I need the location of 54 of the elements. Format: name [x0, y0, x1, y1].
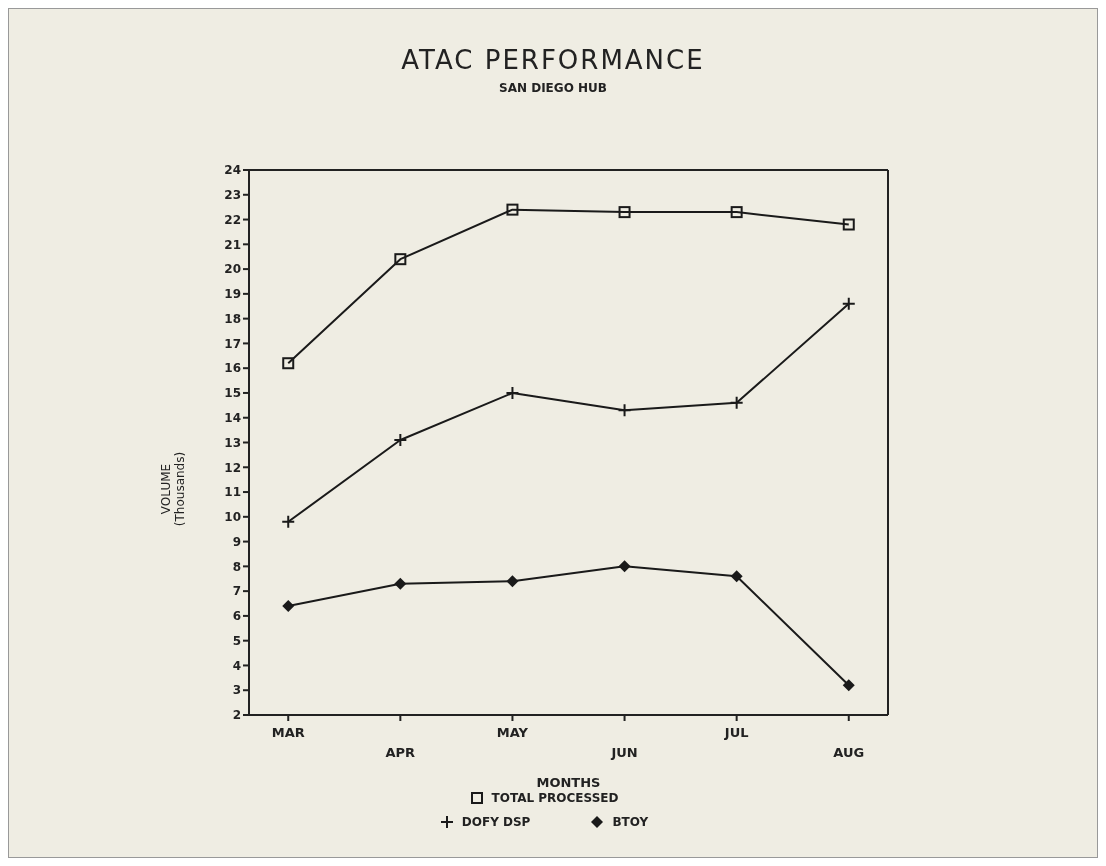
- point: [841, 296, 856, 311]
- x-tick-label: MAY: [496, 725, 529, 740]
- point: [282, 357, 295, 370]
- point: [729, 395, 744, 410]
- x-tick-label: JUN: [610, 745, 638, 760]
- point: [842, 218, 855, 231]
- y-tick-label: 11: [224, 485, 241, 500]
- y-tick-label: 13: [224, 435, 241, 450]
- y-tick-label: 15: [224, 386, 241, 401]
- y-tick-label: 8: [232, 559, 241, 574]
- x-tick-label: JUL: [723, 725, 749, 740]
- point: [393, 433, 408, 448]
- point: [282, 600, 295, 612]
- y-tick-label: 2: [232, 708, 241, 723]
- legend-label: TOTAL PROCESSED: [491, 791, 619, 805]
- point: [730, 570, 743, 583]
- y-tick-label: 3: [232, 683, 241, 698]
- y-tick-label: 20: [224, 262, 241, 277]
- y-tick-label: 12: [224, 460, 241, 475]
- y-tick-label: 5: [232, 633, 241, 648]
- y-tick-label: 7: [232, 584, 241, 599]
- point: [506, 575, 519, 588]
- point: [617, 403, 632, 418]
- y-axis-title: VOLUME (Thousands): [159, 450, 187, 529]
- chart-title: ATAC PERFORMANCE: [400, 44, 706, 75]
- y-tick-label: 10: [224, 510, 241, 525]
- y-tick-label: 17: [224, 336, 241, 351]
- y-tick-label: 9: [232, 534, 241, 549]
- point: [618, 206, 631, 219]
- y-tick-label: 6: [232, 609, 241, 624]
- x-tick-label: AUG: [833, 745, 865, 760]
- point: [394, 577, 407, 590]
- y-tick-label: 23: [224, 188, 241, 203]
- y-tick-label: 19: [224, 287, 241, 302]
- x-axis-title: MONTHS: [536, 775, 601, 790]
- point: [506, 203, 519, 216]
- chart-subtitle: SAN DIEGO HUB: [498, 81, 608, 95]
- legend-label: BTOY: [612, 815, 649, 829]
- y-tick-label: 16: [224, 361, 241, 376]
- y-tick-label: 24: [224, 163, 241, 178]
- x-tick-label: APR: [385, 745, 416, 760]
- y-tick-label: 22: [224, 212, 241, 227]
- point: [281, 514, 296, 529]
- point: [730, 206, 743, 219]
- y-tick-label: 18: [224, 311, 241, 326]
- y-tick-label: 14: [224, 410, 241, 425]
- y-tick-label: 4: [232, 658, 241, 673]
- point: [618, 560, 631, 573]
- point: [842, 679, 855, 692]
- legend-label: DOFY DSP: [461, 815, 531, 829]
- x-tick-label: MAR: [271, 725, 305, 740]
- point: [394, 253, 407, 266]
- y-tick-label: 21: [224, 237, 241, 252]
- point: [505, 385, 520, 400]
